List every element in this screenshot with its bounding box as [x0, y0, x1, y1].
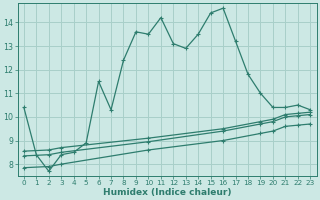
X-axis label: Humidex (Indice chaleur): Humidex (Indice chaleur) [103, 188, 231, 197]
